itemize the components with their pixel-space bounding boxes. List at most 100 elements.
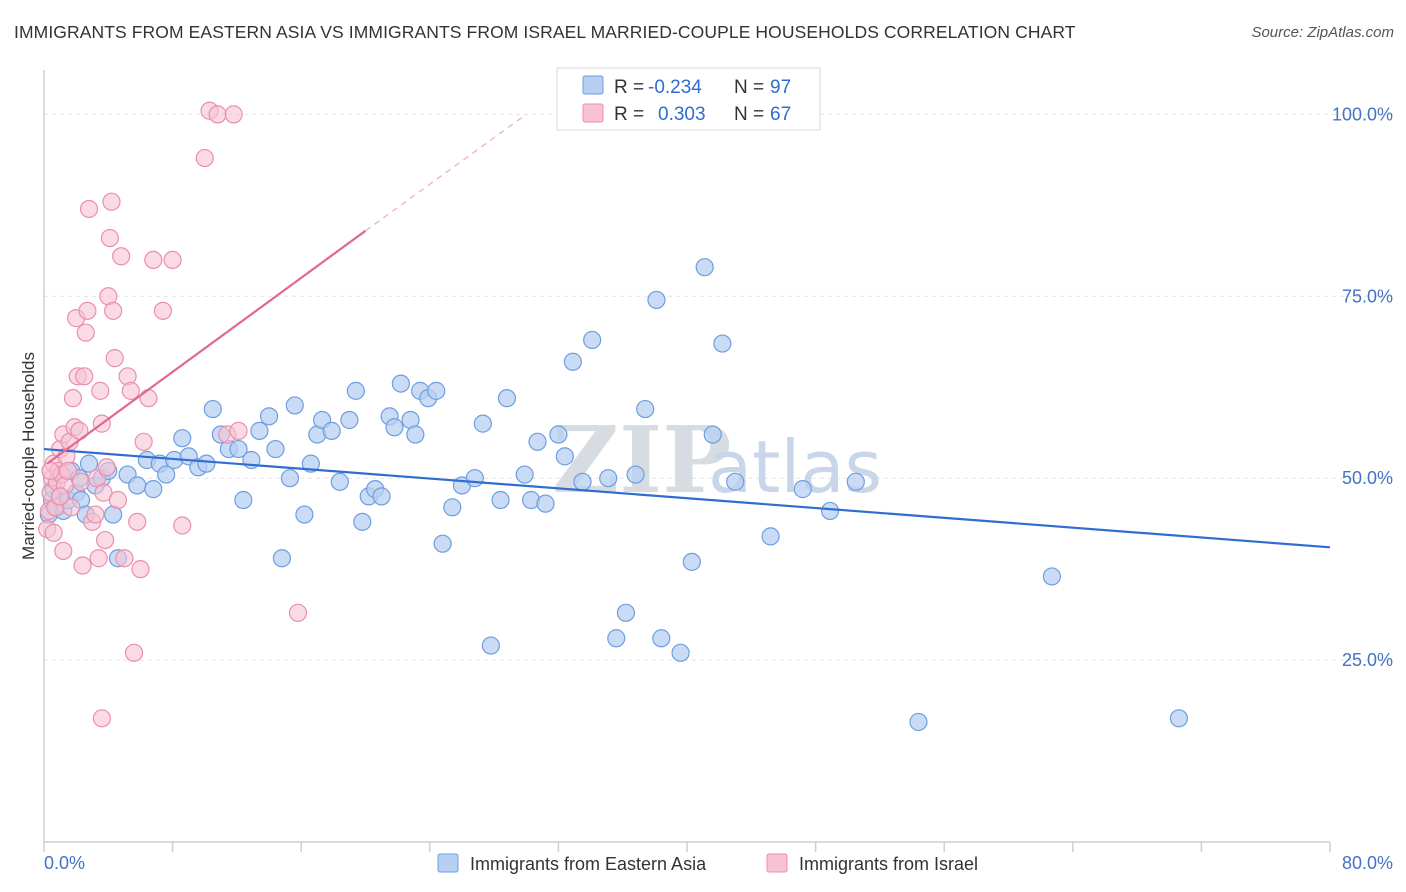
israel-point-57 [208,105,227,124]
eastern-asia-point-94 [846,472,865,491]
eastern-asia-point-12 [79,454,99,473]
eastern-asia-point-33 [234,490,253,510]
eastern-asia-point-68 [497,389,517,408]
israel-point-49 [134,432,153,451]
legend-r-label-2: R = [614,104,644,125]
bottom-legend-label-eastern-asia: Immigrants from Eastern Asia [470,854,707,874]
israel-point-22 [73,556,92,575]
legend-r-value-2: 0.303 [658,104,706,125]
eastern-asia-point-66 [481,636,500,655]
legend: R = -0.234 N = 97 R = 0.303 N = 67 [556,67,821,131]
legend-n-value-1: 97 [770,77,791,98]
eastern-asia-point-93 [820,501,840,521]
trend-line-israel [46,229,367,465]
israel-point-28 [86,505,105,524]
watermark: ZIP atlas [552,406,882,514]
y-tick-label-50: 50.0% [1342,468,1393,488]
legend-n-value-2: 67 [770,104,791,125]
eastern-asia-point-73 [549,425,568,444]
legend-r-label-1: R = [614,77,644,98]
legend-swatch-pink [582,103,604,123]
eastern-asia-point-21 [144,480,163,499]
y-tick-label-100: 100.0% [1332,104,1393,124]
israel-point-16 [63,389,83,408]
israel-point-59 [224,105,243,124]
israel-point-60 [229,421,248,440]
axes [43,70,1331,852]
israel-point-45 [121,381,140,400]
eastern-asia-point-84 [652,629,671,648]
israel-point-42 [112,247,131,266]
bottom-legend-swatch-pink [766,853,788,873]
eastern-asia-point-86 [682,552,701,571]
israel-point-34 [95,530,115,550]
eastern-asia-point-85 [671,643,690,662]
y-tick-label-75: 75.0% [1342,286,1393,306]
eastern-asia-point-88 [703,425,722,444]
legend-r-value-1: -0.234 [648,77,702,98]
eastern-asia-point-75 [563,352,582,371]
eastern-asia-point-35 [250,421,269,440]
eastern-asia-point-72 [536,494,555,513]
eastern-asia-point-54 [385,418,404,437]
eastern-asia-point-49 [353,512,372,531]
eastern-asia-point-60 [427,381,446,400]
israel-point-23 [75,367,94,386]
watermark-atlas: atlas [708,425,882,509]
trend-line-israel-extension [365,113,527,232]
eastern-asia-point-42 [301,454,320,473]
israel-point-64 [41,461,60,481]
bottom-legend: Immigrants from Eastern Asia Immigrants … [437,853,978,874]
eastern-asia-point-47 [340,410,359,430]
israel-point-66 [54,541,73,561]
israel-point-55 [195,148,214,168]
eastern-asia-point-32 [229,439,248,459]
eastern-asia-point-40 [285,396,304,415]
israel-point-40 [105,349,124,368]
israel-point-50 [139,389,158,408]
israel-point-48 [131,560,150,579]
israel-point-26 [79,199,99,219]
israel-point-30 [89,549,108,568]
trend-lines [43,113,1331,549]
eastern-asia-point-76 [573,472,592,491]
watermark-zip: ZIP [552,406,731,514]
eastern-asia-point-89 [713,334,732,353]
israel-point-13 [59,461,78,481]
eastern-asia-point-55 [391,374,410,393]
x-tick-label-max: 80.0% [1342,853,1393,873]
eastern-asia-point-83 [647,290,666,310]
bottom-legend-label-israel: Immigrants from Israel [799,854,978,874]
eastern-asia-point-39 [280,469,300,488]
eastern-asia-point-61 [433,534,452,553]
bottom-legend-swatch-blue [437,853,459,873]
eastern-asia-point-19 [128,476,147,495]
eastern-asia-point-37 [266,439,285,459]
israel-point-62 [44,523,63,542]
y-tick-label-25: 25.0% [1342,650,1393,670]
israel-point-25 [78,301,97,320]
israel-point-41 [108,490,128,510]
israel-point-52 [153,301,173,320]
eastern-asia-point-71 [528,432,547,451]
israel-point-43 [115,549,134,568]
eastern-asia-point-52 [372,487,391,506]
eastern-asia-point-96 [1042,567,1062,586]
eastern-asia-point-28 [197,454,216,473]
eastern-asia-point-65 [473,414,492,433]
y-axis-label: Married-couple Households [19,352,38,560]
source-label: Source: ZipAtlas.com [1251,24,1394,41]
israel-point-38 [102,192,121,211]
israel-point-35 [97,458,116,477]
israel-point-46 [124,643,144,662]
eastern-asia-point-45 [322,421,341,440]
israel-point-61 [288,603,308,622]
eastern-asia-point-25 [173,429,192,448]
eastern-asia-point-90 [726,472,745,491]
eastern-asia-point-69 [515,465,534,484]
eastern-asia-point-97 [1169,709,1188,728]
legend-swatch-blue [582,75,604,95]
eastern-asia-point-77 [583,330,602,350]
israel-point-21 [71,472,91,491]
